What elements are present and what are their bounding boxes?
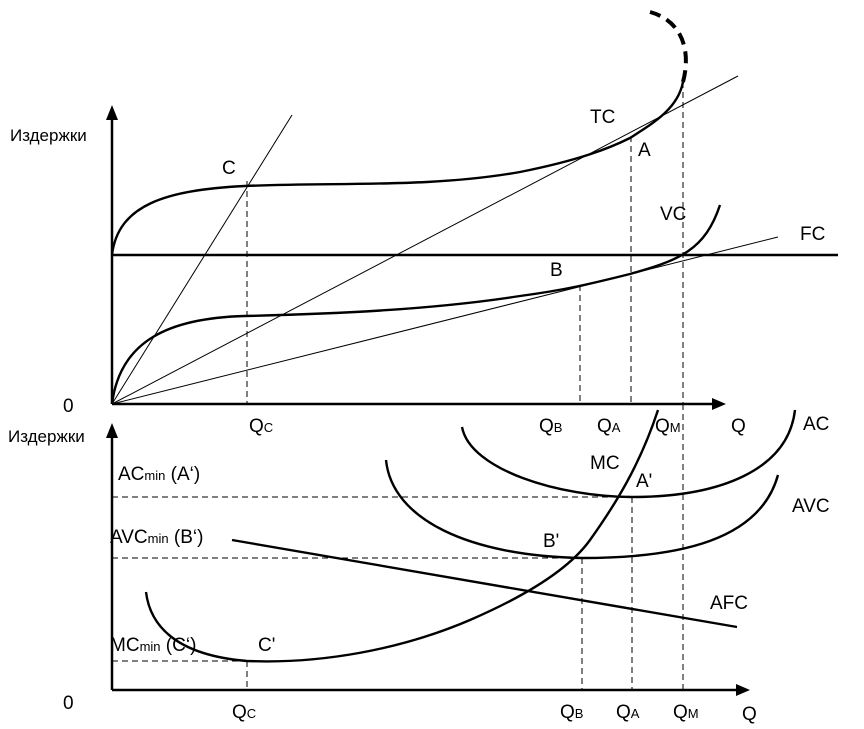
bottom-tick-qc: QC	[232, 702, 256, 723]
bottom-tick-qa: QA	[616, 702, 640, 723]
point-a-label: A	[638, 140, 651, 161]
bottom-y-axis-label: Издержки	[8, 427, 85, 446]
avc-curve	[384, 459, 780, 560]
ray-to-b	[111, 236, 779, 405]
afc-curve	[231, 538, 738, 629]
bottom-origin-label: 0	[63, 693, 74, 714]
ac-min-tick: ACmin (A‘)	[118, 464, 200, 485]
mc-label: MC	[590, 453, 620, 474]
ac-curve	[460, 409, 797, 499]
top-tick-qm: QM	[655, 416, 681, 437]
avc-label: AVC	[792, 496, 830, 517]
tc-curve	[110, 81, 685, 256]
point-b-label: B	[550, 260, 563, 281]
top-graph: Издержки 0 Q C A B TC VC FC QC QB QA QM	[10, 10, 838, 437]
point-c-prime-label: C'	[258, 635, 275, 656]
bottom-x-axis-label: Q	[742, 704, 757, 725]
point-a-prime-label: A'	[636, 471, 652, 492]
bottom-x-axis-arrow	[736, 684, 750, 696]
bottom-tick-qb: QB	[560, 702, 583, 723]
top-y-axis-label: Издержки	[10, 126, 87, 145]
top-tick-qc: QC	[249, 416, 273, 437]
bottom-y-axis-arrow	[106, 423, 118, 438]
top-x-axis-label: Q	[731, 416, 746, 437]
mc-min-tick: MCmin (C‘)	[110, 635, 196, 656]
point-b-prime-label: B'	[543, 531, 559, 552]
afc-label: AFC	[710, 593, 748, 614]
top-origin-label: 0	[63, 396, 74, 417]
fc-label: FC	[800, 224, 825, 245]
top-x-axis-arrow	[712, 398, 726, 410]
mc-curve	[144, 409, 660, 663]
tc-dashed-extension	[649, 10, 688, 83]
vc-label: VC	[660, 204, 686, 225]
ac-label: AC	[803, 414, 829, 435]
bottom-graph: Издержки 0 Q ACmin (A‘) AVCmin (B‘) MCmi…	[8, 404, 830, 725]
vc-curve	[110, 204, 722, 405]
top-y-axis-arrow	[106, 105, 118, 120]
avc-min-tick: AVCmin (B‘)	[110, 527, 203, 548]
bottom-tick-qm: QM	[673, 702, 699, 723]
top-tick-qb: QB	[539, 416, 562, 437]
ray-to-c	[111, 114, 293, 405]
ray-to-a	[111, 75, 739, 405]
top-tick-qa: QA	[597, 416, 621, 437]
point-c-label: C	[222, 158, 236, 179]
tc-label: TC	[590, 107, 615, 128]
